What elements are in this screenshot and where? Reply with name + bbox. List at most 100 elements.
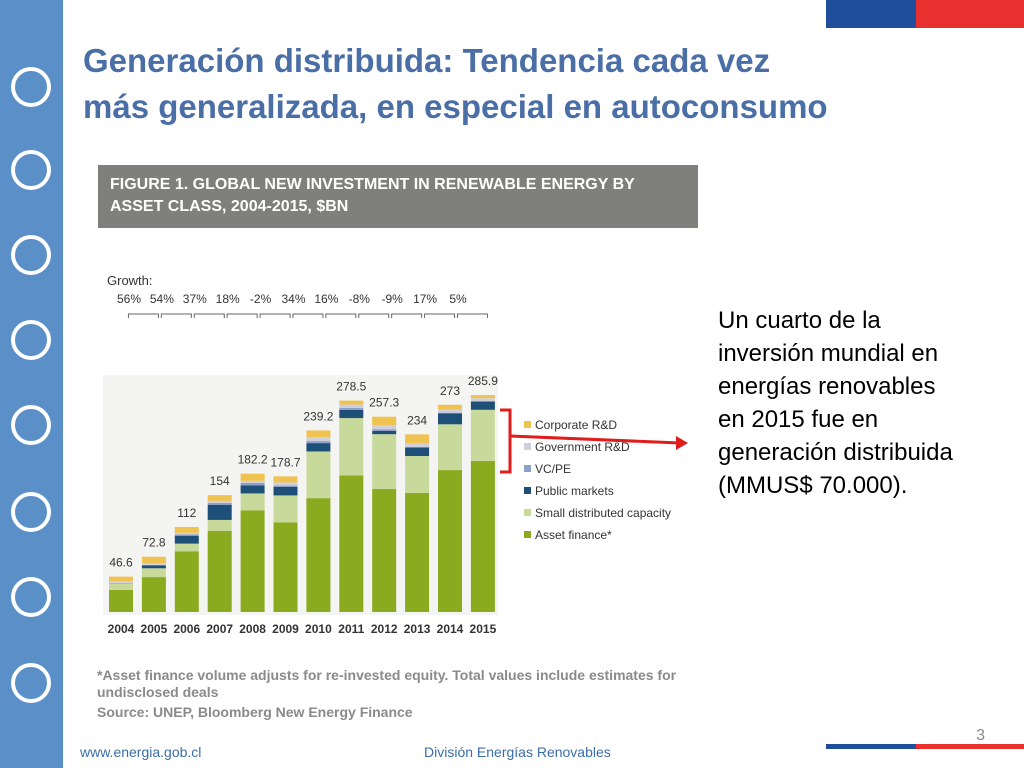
total-label: 154 xyxy=(210,474,230,488)
total-label: 278.5 xyxy=(336,380,366,394)
bar-segment xyxy=(470,409,495,461)
bar-segment xyxy=(372,430,397,435)
bar-segment xyxy=(470,401,495,410)
growth-bracket xyxy=(292,313,324,318)
total-label: 285.9 xyxy=(468,374,498,388)
slide-title: Generación distribuida: Tendencia cada v… xyxy=(83,42,770,79)
growth-bracket xyxy=(456,313,488,318)
bar-segment xyxy=(339,418,364,476)
legend-label: Public markets xyxy=(535,484,614,498)
bar-segment xyxy=(306,441,331,444)
arrow-head xyxy=(676,436,688,450)
chart-title: FIGURE 1. GLOBAL NEW INVESTMENT IN RENEW… xyxy=(110,176,635,215)
bar-segment xyxy=(207,495,232,501)
bar-segment xyxy=(207,504,232,520)
bar-segment xyxy=(207,502,232,505)
bar-segment xyxy=(405,443,430,448)
flag-blue xyxy=(826,0,916,28)
x-tick-label: 2011 xyxy=(338,622,364,636)
bar-segment xyxy=(372,434,397,490)
growth-label: 5% xyxy=(449,292,467,306)
footer-url: www.energia.gob.cl xyxy=(79,744,201,760)
flag-blue-bottom xyxy=(826,744,916,749)
bar-segment xyxy=(141,563,166,565)
legend-label: Asset finance* xyxy=(535,528,612,542)
legend-label: Government R&D xyxy=(535,440,630,454)
bar-segment xyxy=(339,475,364,612)
total-label: 72.8 xyxy=(142,536,166,550)
bar-segment xyxy=(109,583,133,590)
bar-segment xyxy=(141,568,166,578)
bar-segment xyxy=(438,413,462,425)
arrow-line xyxy=(509,434,681,445)
bar-segment xyxy=(273,485,298,487)
bar-segment xyxy=(273,476,298,483)
bar-segment xyxy=(470,395,495,399)
growth-label: 16% xyxy=(314,292,338,306)
legend-swatch xyxy=(524,509,531,516)
x-tick-label: 2014 xyxy=(437,622,464,636)
total-label: 257.3 xyxy=(369,396,399,410)
growth-title: Growth: xyxy=(107,273,153,288)
footer-division: División Energías Renovables xyxy=(424,744,611,760)
bar-segment xyxy=(174,551,199,612)
x-tick-label: 2007 xyxy=(206,622,233,636)
x-tick-label: 2012 xyxy=(371,622,398,636)
legend-swatch xyxy=(524,465,531,472)
flag-red-bottom xyxy=(916,744,1024,749)
bar-segment xyxy=(141,577,166,612)
bar-segment xyxy=(438,470,462,612)
bar-segment xyxy=(306,498,331,612)
total-label: 239.2 xyxy=(303,409,333,423)
total-label: 112 xyxy=(177,506,196,520)
legend-swatch xyxy=(524,421,531,428)
total-label: 178.7 xyxy=(270,455,300,469)
growth-bracket xyxy=(259,313,291,318)
x-tick-label: 2008 xyxy=(239,622,266,636)
slide-title: más generalizada, en especial en autocon… xyxy=(83,88,828,125)
legend-swatch xyxy=(524,531,531,538)
bar-segment xyxy=(109,589,133,612)
bar-segment xyxy=(141,556,166,564)
growth-bracket xyxy=(358,313,390,318)
bar-segment xyxy=(174,526,199,533)
bar-segment xyxy=(240,485,265,494)
growth-bracket xyxy=(391,313,423,318)
legend-label: VC/PE xyxy=(535,462,571,476)
bar-segment xyxy=(438,424,462,471)
flag-red xyxy=(916,0,1024,28)
bar-segment xyxy=(405,456,430,493)
sidebar xyxy=(0,0,63,768)
bar-segment xyxy=(240,493,265,511)
growth-bracket xyxy=(424,313,456,318)
growth-label: -2% xyxy=(250,292,272,306)
bar-segment xyxy=(207,519,232,531)
bar-segment xyxy=(273,522,298,612)
bar-segment xyxy=(405,492,430,612)
footnote: *Asset finance volume adjusts for re-inv… xyxy=(97,667,687,721)
bar-segment xyxy=(470,460,495,612)
bar-segment xyxy=(405,447,430,457)
bar-segment xyxy=(207,530,232,612)
x-tick-label: 2010 xyxy=(305,622,332,636)
legend-label: Small distributed capacity xyxy=(535,506,671,520)
bar-segment xyxy=(306,443,331,452)
page-number: 3 xyxy=(976,727,985,744)
bar-segment xyxy=(306,451,331,499)
bar-segment xyxy=(240,482,265,486)
bar-segment xyxy=(339,404,364,408)
bracket xyxy=(500,408,512,474)
x-tick-label: 2004 xyxy=(108,622,135,636)
bar-segment xyxy=(240,473,265,481)
x-tick-label: 2015 xyxy=(470,622,497,636)
bar-segment xyxy=(174,534,199,536)
bar-segment xyxy=(306,430,331,437)
bar-segment xyxy=(273,486,298,496)
bar-segment xyxy=(174,535,199,544)
growth-label: 18% xyxy=(216,292,240,306)
bar-segment xyxy=(109,576,133,582)
bar-segment xyxy=(240,480,265,483)
sidebar-icons xyxy=(11,67,51,703)
